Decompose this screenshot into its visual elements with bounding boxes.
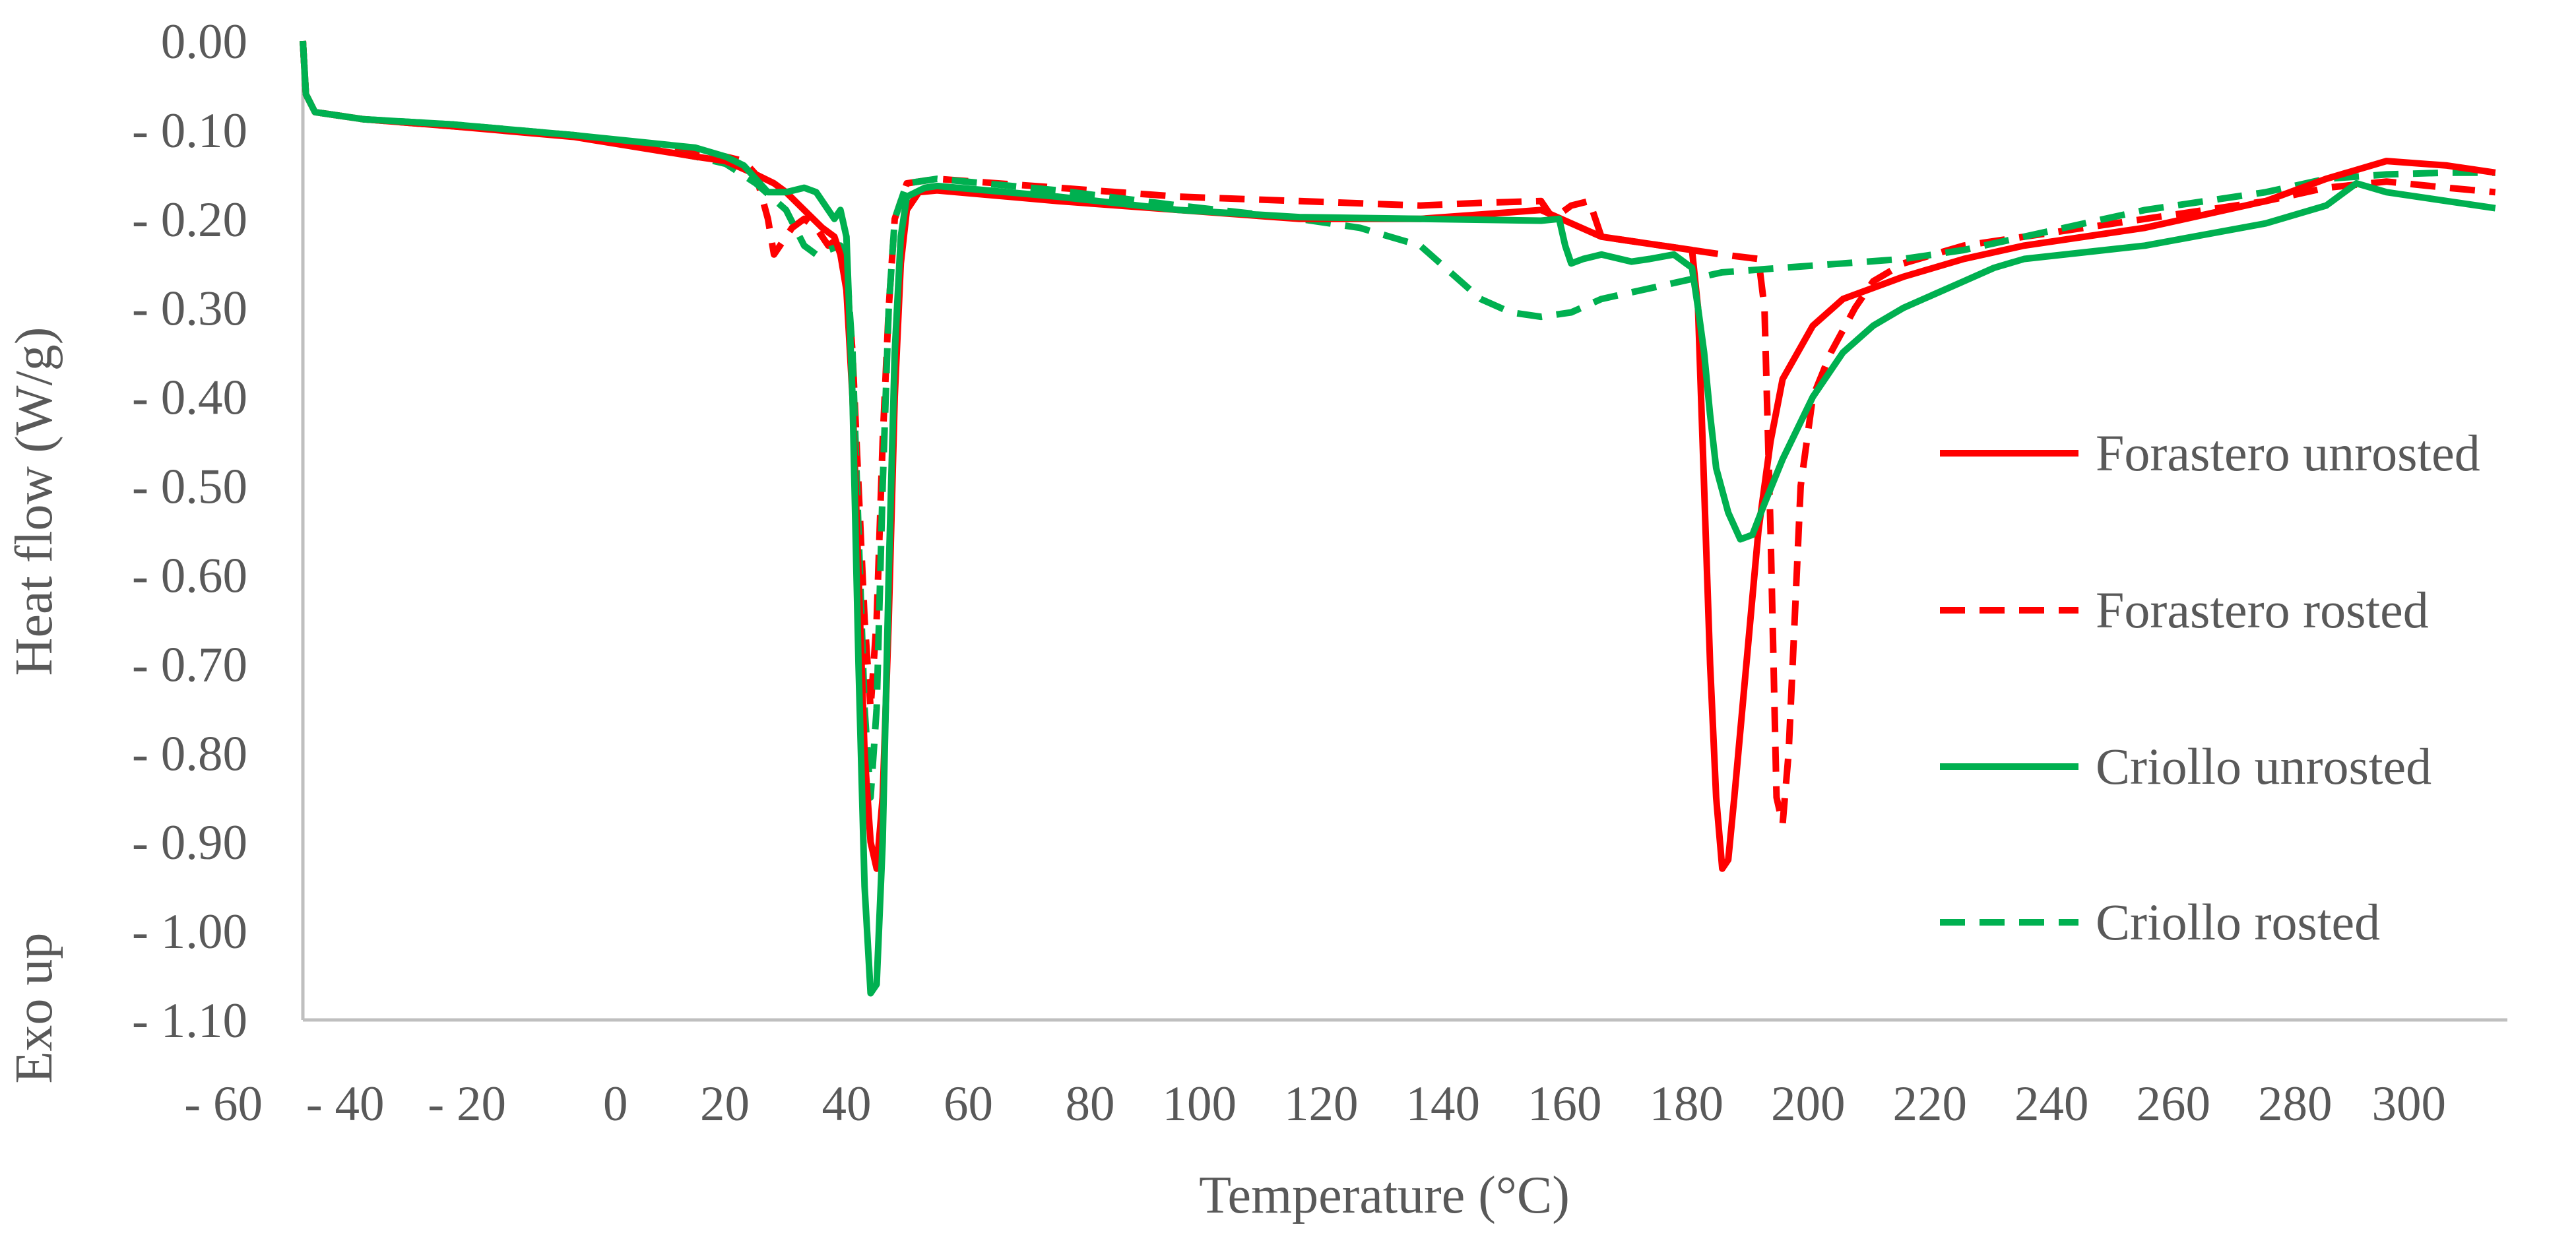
y-tick-label: - 0.80 (132, 726, 247, 781)
x-tick-label: 40 (822, 1077, 872, 1131)
series-line-forastero-rosted (300, 40, 2496, 828)
y-tick-label: - 0.90 (132, 815, 247, 870)
legend: Forastero unrosted Forastero rosted Crioll… (1940, 424, 2480, 951)
x-tick-label: 120 (1284, 1077, 1359, 1131)
series-lines (300, 40, 2496, 997)
legend-label: Forastero rosted (2096, 581, 2429, 639)
x-tick-label: 300 (2372, 1077, 2447, 1131)
x-tick-label: 240 (2014, 1077, 2089, 1131)
y-tick-label: - 1.00 (132, 904, 247, 959)
y-tick-label: - 0.20 (132, 193, 247, 247)
series-line-criollo-rosted (300, 40, 2496, 801)
x-tick-label: 220 (1893, 1077, 1968, 1131)
x-tick-label: 280 (2258, 1077, 2333, 1131)
x-axis-title: Temperature (°C) (1199, 1166, 1570, 1224)
x-tick-label: 20 (700, 1077, 750, 1131)
y-tick-labels: 0.00 - 0.10 - 0.20 - 0.30 - 0.40 - 0.50 - 0.60… (132, 15, 247, 1048)
y-tick-label: - 0.30 (132, 282, 247, 336)
x-tick-label: - 60 (184, 1077, 263, 1131)
x-tick-label: 200 (1771, 1077, 1846, 1131)
y-tick-label: - 0.40 (132, 371, 247, 426)
x-tick-label: 160 (1528, 1077, 1602, 1131)
legend-label: Criollo unrosted (2096, 738, 2431, 795)
x-tick-labels: - 60 - 40 - 20 0 20 40 60 80 100 120 140 160 180 200 2… (184, 1077, 2446, 1131)
axes (301, 41, 2507, 1022)
series-line-criollo-unrosted (300, 40, 2496, 997)
x-tick-label: 260 (2137, 1077, 2211, 1131)
legend-label: Forastero unrosted (2096, 424, 2480, 482)
x-tick-label: - 20 (428, 1077, 506, 1131)
y-axis-title: Heat flow (W/g) (5, 327, 63, 676)
y-tick-label: - 1.10 (132, 994, 247, 1048)
x-tick-label: 100 (1163, 1077, 1237, 1131)
y-tick-label: - 0.70 (132, 637, 247, 692)
x-tick-label: 180 (1650, 1077, 1724, 1131)
exo-up-annotation: Exo up (5, 933, 63, 1084)
legend-label: Criollo rosted (2096, 893, 2380, 951)
x-tick-label: 0 (603, 1077, 628, 1131)
y-tick-label: - 0.10 (132, 104, 247, 158)
x-tick-label: 60 (944, 1077, 993, 1131)
y-tick-label: - 0.60 (132, 548, 247, 603)
y-tick-label: - 0.50 (132, 460, 247, 515)
y-tick-label: 0.00 (161, 15, 247, 69)
x-tick-label: 140 (1406, 1077, 1481, 1131)
x-tick-label: 80 (1066, 1077, 1115, 1131)
x-tick-label: - 40 (306, 1077, 385, 1131)
